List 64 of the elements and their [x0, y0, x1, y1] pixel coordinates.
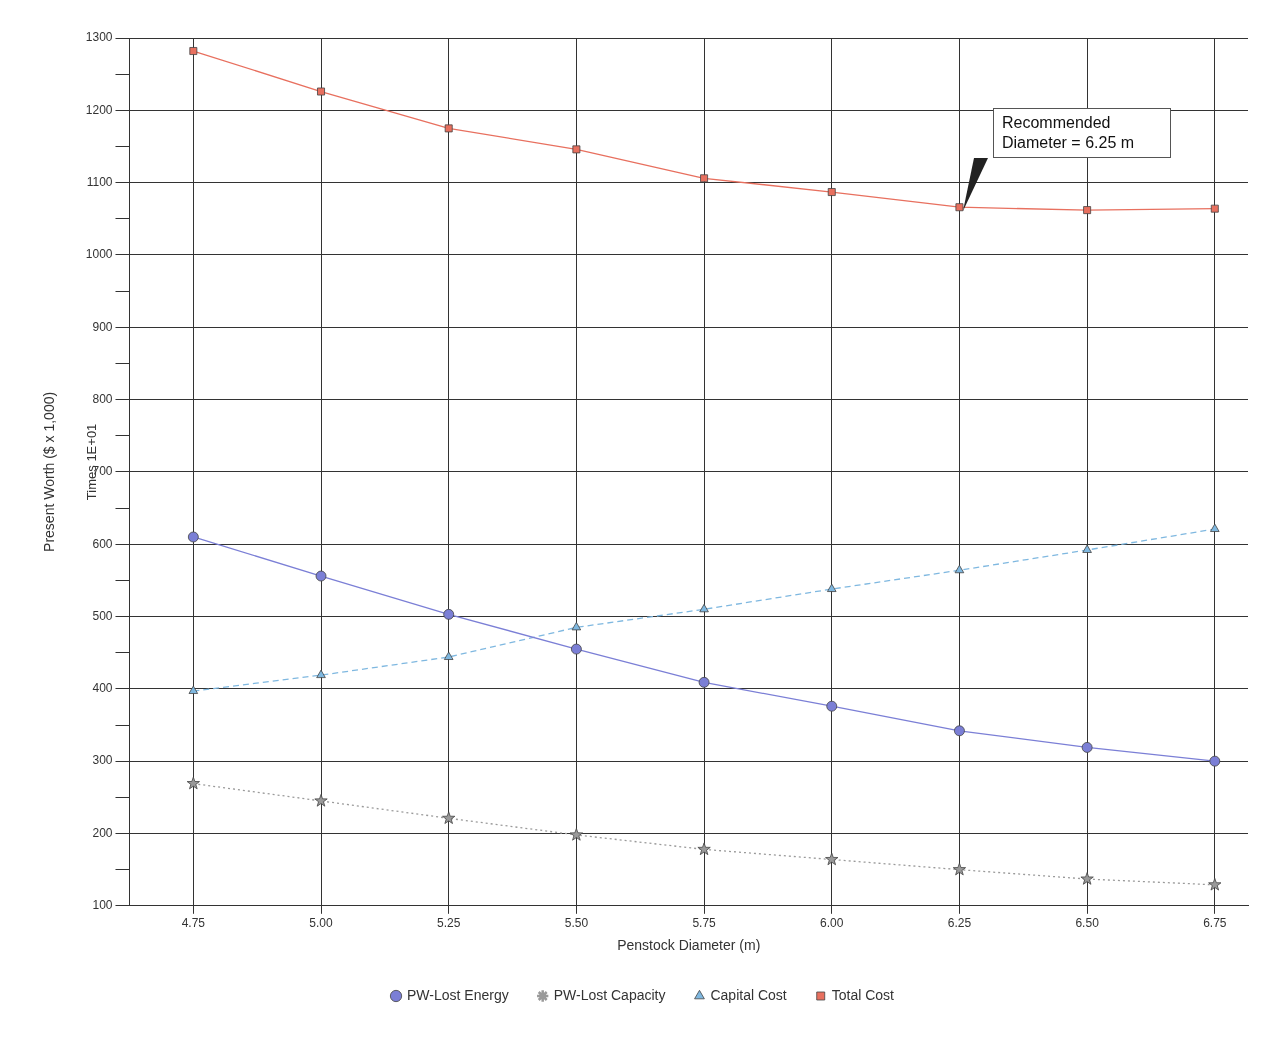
point — [443, 651, 454, 660]
point — [189, 47, 198, 55]
point — [827, 583, 837, 592]
point — [827, 188, 836, 196]
point — [571, 621, 582, 631]
y-tick-label: 300 — [92, 753, 113, 768]
point — [954, 725, 965, 737]
point — [826, 700, 838, 712]
point — [1081, 742, 1093, 753]
x-tick-label: 5.75 — [692, 916, 717, 931]
point — [699, 603, 709, 613]
point — [1210, 523, 1220, 532]
point — [954, 564, 965, 574]
y-tick-label: 600 — [92, 536, 113, 551]
point — [1208, 877, 1222, 891]
point — [314, 794, 328, 807]
x-tick-label: 6.75 — [1203, 916, 1227, 931]
y-tick-label: 200 — [92, 825, 113, 840]
point — [955, 203, 964, 212]
point — [443, 608, 455, 620]
point — [572, 145, 581, 154]
point — [825, 852, 839, 866]
y-tick-label: 500 — [92, 608, 113, 623]
legend-label: Capital Cost — [710, 986, 787, 1003]
point — [1082, 544, 1092, 553]
point — [315, 570, 327, 582]
point — [1210, 204, 1219, 213]
x-axis-title: Penstock Diameter (m) — [617, 937, 761, 954]
y-tick-label: 1300 — [85, 30, 113, 45]
annotation: Recommended Diameter = 6.25 m — [993, 108, 1171, 158]
y-tick-label: 1100 — [86, 174, 113, 189]
point — [700, 174, 709, 183]
x-tick-label: 6.00 — [820, 916, 844, 931]
point — [442, 811, 456, 824]
legend-label: PW-Lost Capacity — [553, 986, 666, 1003]
point — [570, 643, 582, 655]
y-tick-label: 1200 — [85, 102, 113, 117]
point — [444, 124, 453, 133]
point — [187, 531, 199, 543]
point — [697, 842, 711, 856]
x-tick-label: 4.75 — [181, 916, 206, 931]
point — [1083, 206, 1092, 215]
x-tick-label: 5.00 — [309, 916, 334, 931]
x-tick-label: 5.25 — [437, 916, 461, 931]
y-axis-title: Present Worth ($ x 1,000) — [41, 391, 58, 552]
x-tick-label: 6.50 — [1075, 916, 1100, 931]
point — [952, 862, 967, 876]
legend-label: Total Cost — [831, 986, 895, 1003]
y-tick-label: 100 — [92, 898, 113, 913]
point — [1209, 755, 1221, 767]
point — [569, 828, 583, 841]
point — [317, 87, 325, 96]
x-tick-label: 5.50 — [564, 916, 589, 931]
legend-label: PW-Lost Energy — [407, 986, 509, 1003]
point — [316, 669, 326, 679]
x-tick-label: 6.25 — [947, 916, 972, 931]
y-tick-label: 800 — [92, 391, 113, 406]
y-tick-label: 400 — [92, 681, 113, 696]
y-tick-label: 900 — [92, 319, 113, 334]
point — [186, 776, 200, 790]
point — [188, 685, 199, 694]
y-tick-label: 1000 — [85, 247, 113, 262]
point — [698, 676, 710, 688]
point — [1080, 872, 1094, 885]
